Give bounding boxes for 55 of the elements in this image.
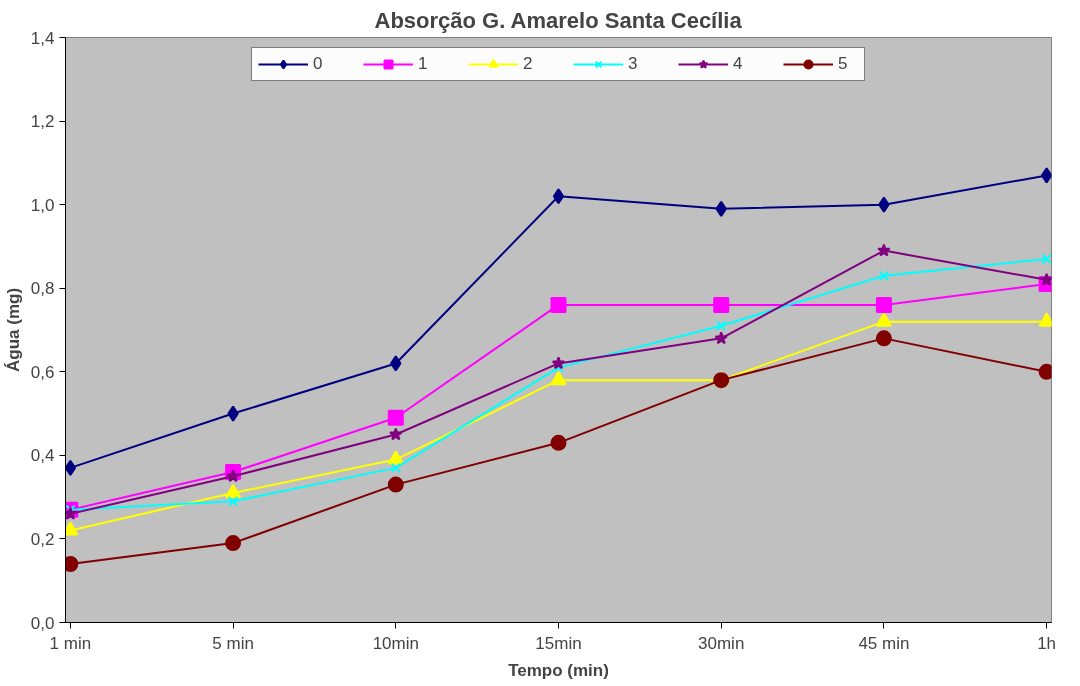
y-tick-label: 0,8 bbox=[30, 279, 55, 299]
x-tick-label: 1 min bbox=[49, 633, 92, 653]
legend-label: 0 bbox=[313, 54, 324, 74]
x-axis-title: Tempo (min) bbox=[508, 660, 609, 680]
legend-label: 5 bbox=[838, 54, 849, 74]
y-tick-label: 1,2 bbox=[30, 112, 55, 132]
y-tick-label: 1,0 bbox=[30, 195, 55, 215]
x-tick-label: 5 min bbox=[212, 633, 254, 653]
legend-label: 4 bbox=[733, 54, 744, 74]
point bbox=[387, 476, 404, 493]
point bbox=[551, 356, 566, 370]
point bbox=[387, 450, 404, 465]
point bbox=[550, 371, 567, 386]
x-tick-label: 30min bbox=[698, 633, 745, 653]
point bbox=[713, 296, 730, 313]
point bbox=[1039, 272, 1052, 286]
point bbox=[877, 243, 891, 257]
y-tick-label: 0,0 bbox=[30, 613, 55, 633]
x-tick-label: 15min bbox=[535, 633, 582, 653]
point bbox=[552, 188, 565, 205]
point bbox=[878, 270, 890, 281]
y-axis-title: Água (mg) bbox=[3, 287, 23, 373]
point bbox=[226, 469, 240, 483]
point bbox=[875, 312, 892, 327]
point bbox=[227, 496, 239, 507]
point bbox=[875, 296, 892, 313]
point bbox=[714, 331, 728, 345]
x-tick-label: 45 min bbox=[858, 633, 910, 653]
point bbox=[390, 355, 402, 372]
point bbox=[878, 196, 890, 213]
point bbox=[875, 330, 892, 347]
point bbox=[550, 434, 567, 451]
legend-label: 3 bbox=[628, 54, 639, 74]
legend-label: 1 bbox=[418, 54, 429, 74]
x-tick-label: 1h bbox=[1037, 633, 1057, 653]
y-tick-label: 1,4 bbox=[30, 28, 55, 48]
point bbox=[65, 459, 77, 476]
chart-title: Absorção G. Amarelo Santa Cecília bbox=[374, 7, 743, 33]
y-tick-label: 0,4 bbox=[30, 446, 55, 466]
point bbox=[1040, 167, 1052, 184]
point bbox=[715, 200, 727, 217]
y-tick-label: 0,2 bbox=[30, 529, 55, 549]
point bbox=[387, 409, 404, 426]
x-tick-label: 10min bbox=[372, 633, 419, 653]
point bbox=[390, 462, 402, 474]
point bbox=[389, 427, 403, 441]
y-tick-label: 0,6 bbox=[30, 362, 55, 382]
point bbox=[550, 296, 567, 313]
legend-label: 2 bbox=[523, 54, 534, 74]
point bbox=[715, 320, 727, 332]
point bbox=[225, 483, 242, 499]
point bbox=[65, 506, 78, 520]
point bbox=[225, 535, 242, 552]
point bbox=[1041, 253, 1052, 265]
point bbox=[227, 405, 239, 422]
